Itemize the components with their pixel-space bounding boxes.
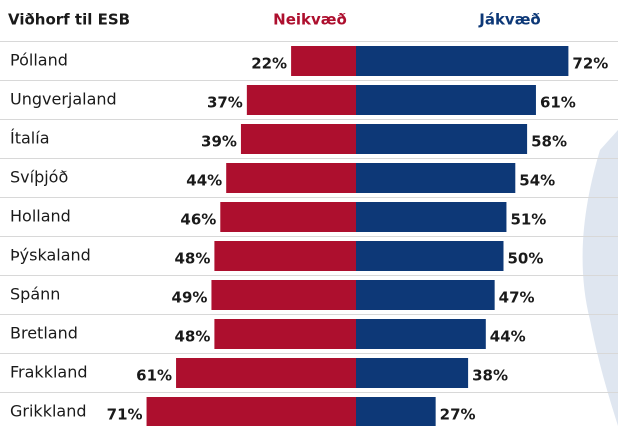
bar: [356, 163, 515, 193]
category-label: Holland: [10, 207, 71, 226]
bar: [356, 85, 536, 115]
bar: [356, 202, 506, 232]
value-label: 61%: [540, 94, 576, 112]
bar: [220, 202, 356, 232]
category-label: Pólland: [10, 51, 68, 70]
value-label: 51%: [510, 211, 546, 229]
value-label: 71%: [107, 406, 143, 424]
value-label: 61%: [136, 367, 172, 385]
bar: [176, 358, 356, 388]
category-label: Spánn: [10, 285, 60, 304]
bar: [247, 85, 356, 115]
value-label: 49%: [172, 289, 208, 307]
value-label: 48%: [174, 328, 210, 346]
bar: [356, 124, 527, 154]
bar: [356, 319, 486, 349]
value-label: 50%: [508, 250, 544, 268]
bar: [214, 319, 356, 349]
bar: [356, 358, 468, 388]
chart-title: Viðhorf til ESB: [8, 11, 130, 29]
bar: [356, 241, 504, 271]
bar: [356, 280, 495, 310]
value-label: 38%: [472, 367, 508, 385]
category-label: Frakkland: [10, 363, 88, 382]
bar: [356, 397, 436, 426]
bar: [241, 124, 356, 154]
value-label: 48%: [174, 250, 210, 268]
value-label: 46%: [180, 211, 216, 229]
value-label: 27%: [440, 406, 476, 424]
bar: [211, 280, 356, 310]
value-label: 44%: [490, 328, 526, 346]
category-label: Ungverjaland: [10, 90, 117, 109]
chart: Viðhorf til ESB Neikvæð Jákvæð Pólland 22% 7…: [0, 0, 618, 426]
value-label: 72%: [572, 55, 608, 73]
bar: [147, 397, 356, 426]
bar: [291, 46, 356, 76]
category-label: Grikkland: [10, 402, 87, 421]
legend-label: Neikvæð: [273, 11, 347, 29]
value-label: 58%: [531, 133, 567, 151]
bar: [226, 163, 356, 193]
category-label: Ítalía: [10, 129, 50, 148]
value-label: 54%: [519, 172, 555, 190]
bar: [356, 46, 568, 76]
value-label: 47%: [499, 289, 535, 307]
value-label: 22%: [251, 55, 287, 73]
value-label: 39%: [201, 133, 237, 151]
category-label: Svíþjóð: [10, 168, 68, 187]
category-label: Þýskaland: [10, 246, 91, 265]
category-label: Bretland: [10, 324, 78, 343]
value-label: 37%: [207, 94, 243, 112]
bar: [214, 241, 356, 271]
legend-label: Jákvæð: [478, 11, 540, 29]
value-label: 44%: [186, 172, 222, 190]
